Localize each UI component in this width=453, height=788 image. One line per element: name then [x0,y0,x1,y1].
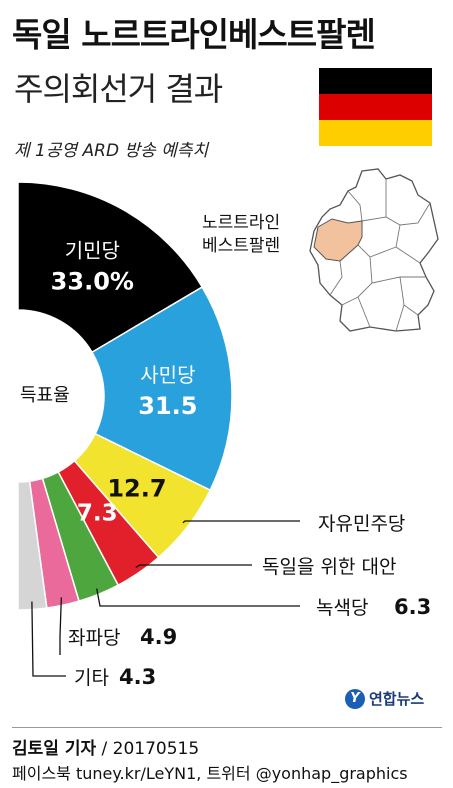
leader-2 [182,520,300,524]
slice-name-2: 자유민주당 [318,513,405,535]
slice-name-1: 사민당 [140,363,195,387]
yonhap-logo-icon: Y [345,688,365,709]
publish-date: / 20170515 [96,739,200,759]
slice-value-2: 12.7 [107,474,166,502]
page-title-line2: 주의회선거 결과 [14,70,223,108]
slice-value-3: 7.3 [77,500,118,526]
leader-6 [31,601,66,677]
state-borders [329,179,431,332]
slice-value-5: 4.9 [140,625,177,649]
nrw-label-line2: 베스트팔렌 [202,236,281,256]
footer-divider [12,727,442,728]
leader-4 [96,588,300,607]
germany-map-icon [309,168,439,332]
slice-name-0: 기민당 [65,239,120,263]
flag-stripe-red [319,94,432,120]
slice-0 [17,181,204,354]
slice-name-6: 기타 [74,667,109,689]
credit-line: 김토일 기자 / 20170515 [12,734,199,759]
germany-outline [309,168,439,332]
yonhap-logo: Y 연합뉴스 [345,688,424,709]
page-title: 독일 노르트라인베스트팔렌 [12,15,376,54]
nrw-map-label: 노르트라인 베스트팔렌 [202,212,280,258]
slice-value-6: 4.3 [119,665,156,689]
germany-flag [319,68,432,146]
slice-name-4: 녹색당 [316,597,368,619]
nrw-label-line1: 노르트라인 [202,213,281,233]
social-links: 페이스북 tuney.kr/LeYN1, 트위터 @yonhap_graphic… [12,764,408,783]
slices [17,181,233,611]
reporter-name: 김토일 기자 [12,739,97,759]
leader-5 [59,597,63,655]
flag-stripe-gold [319,120,432,146]
slice-value-0: 33.0% [51,268,134,296]
slice-6 [17,480,48,611]
slice-name-3: 독일을 위한 대안 [262,556,396,578]
leader-lines [31,520,300,677]
yonhap-logo-text: 연합뉴스 [369,690,425,708]
slice-value-1: 31.5 [138,392,197,420]
source-subtitle: 제 1공영 ARD 방송 예측치 [14,141,209,161]
slice-value-4: 6.3 [394,595,431,619]
slice-1 [90,286,233,492]
nrw-highlight [313,218,363,262]
leader-3 [135,564,252,569]
center-label: 득표율 [20,385,70,406]
slice-name-5: 좌파당 [68,627,120,649]
flag-stripe-black [319,68,432,94]
